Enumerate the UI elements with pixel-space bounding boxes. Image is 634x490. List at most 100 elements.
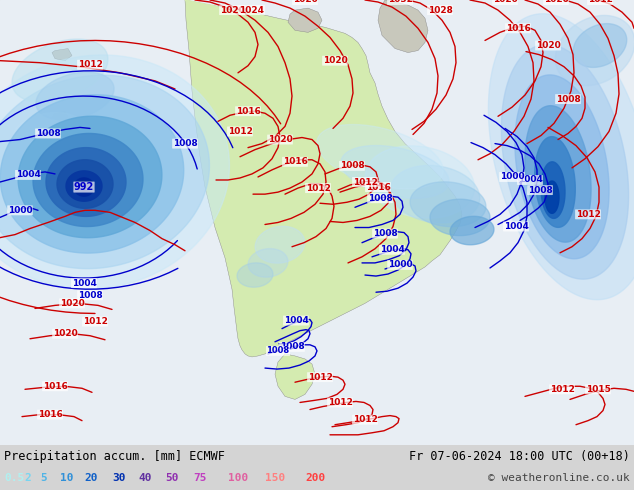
Polygon shape [430,199,490,236]
Text: 1012: 1012 [328,398,353,407]
Polygon shape [52,49,72,61]
Text: 10: 10 [60,473,74,483]
Text: 1020: 1020 [323,56,347,65]
Text: 1016: 1016 [236,107,261,116]
Text: 1008: 1008 [266,346,290,355]
Text: 100: 100 [228,473,249,483]
Text: Precipitation accum. [mm] ECMWF: Precipitation accum. [mm] ECMWF [4,450,225,464]
Text: 1008: 1008 [77,291,102,300]
Polygon shape [534,137,575,227]
Text: 1012: 1012 [576,210,600,219]
Polygon shape [46,147,126,217]
Text: 1004: 1004 [380,245,404,254]
Polygon shape [525,106,591,242]
Text: 1012: 1012 [307,373,332,382]
Polygon shape [13,113,82,150]
Polygon shape [237,263,273,287]
Polygon shape [185,0,230,24]
Text: © weatheronline.co.uk: © weatheronline.co.uk [488,473,630,483]
Text: 1012: 1012 [588,0,612,4]
Text: 1004: 1004 [503,222,528,231]
Text: 1012: 1012 [306,184,330,193]
Polygon shape [573,24,627,68]
Polygon shape [74,178,94,196]
Text: 50: 50 [165,473,179,483]
Text: 1004: 1004 [517,175,543,185]
Polygon shape [275,354,315,399]
Text: 1016: 1016 [42,382,67,391]
Polygon shape [52,111,68,122]
Text: 1008: 1008 [373,229,398,238]
Text: 1000: 1000 [8,206,32,215]
Text: 1016: 1016 [283,157,307,166]
Text: 1012: 1012 [77,60,103,69]
Text: 1012: 1012 [550,385,574,394]
Text: 1008: 1008 [368,194,392,203]
Polygon shape [365,146,474,218]
Polygon shape [248,248,288,277]
Polygon shape [317,124,443,189]
Text: 1012: 1012 [353,415,377,424]
Polygon shape [57,160,113,208]
Text: 1008: 1008 [280,343,304,351]
Polygon shape [541,162,565,219]
Polygon shape [0,55,230,289]
Polygon shape [66,171,102,201]
Text: 0.5: 0.5 [4,473,24,483]
Text: 1004: 1004 [72,279,96,288]
Polygon shape [36,72,114,120]
Text: 20: 20 [84,473,98,483]
Text: 1016: 1016 [366,183,391,192]
Polygon shape [33,133,143,226]
Text: 992: 992 [74,182,94,192]
Text: 1008: 1008 [36,129,60,138]
Polygon shape [185,0,462,357]
Text: 1012: 1012 [228,127,252,136]
Text: 1012: 1012 [353,177,377,187]
Text: 2: 2 [24,473,31,483]
Polygon shape [0,95,184,253]
Polygon shape [341,146,449,198]
Text: 1020: 1020 [53,329,77,338]
Polygon shape [555,15,634,86]
Polygon shape [450,216,494,245]
Text: 1000: 1000 [387,260,412,270]
Polygon shape [515,75,609,259]
Text: 1016: 1016 [37,410,62,419]
Text: 1024: 1024 [240,5,264,15]
Text: 1004: 1004 [16,171,41,179]
Text: Fr 07-06-2024 18:00 UTC (00+18): Fr 07-06-2024 18:00 UTC (00+18) [409,450,630,464]
Text: 1008: 1008 [527,186,552,195]
Text: 1020: 1020 [268,135,292,144]
Text: 40: 40 [138,473,152,483]
Polygon shape [410,182,486,227]
Polygon shape [391,166,480,223]
Text: 1012: 1012 [82,317,107,326]
Text: 1016: 1016 [505,24,531,33]
Text: 1000: 1000 [500,172,524,181]
Polygon shape [0,75,209,269]
Polygon shape [288,8,322,32]
Polygon shape [256,226,305,263]
Text: 1020: 1020 [536,41,560,50]
Text: 1008: 1008 [172,139,197,148]
Text: 1028: 1028 [427,5,453,15]
Polygon shape [12,39,108,102]
Polygon shape [545,181,559,213]
Text: 200: 200 [305,473,325,483]
Text: 1020: 1020 [60,299,84,308]
Polygon shape [501,45,628,279]
Text: 1020: 1020 [543,0,568,4]
Text: 1032: 1032 [387,0,413,4]
Text: 75: 75 [193,473,207,483]
Polygon shape [488,14,634,300]
Text: 1008: 1008 [340,161,365,171]
Polygon shape [79,183,89,191]
Text: 1004: 1004 [283,316,308,325]
Text: 1020: 1020 [293,0,318,4]
Text: 1020: 1020 [219,5,244,15]
Polygon shape [18,116,162,238]
Text: 1008: 1008 [555,95,580,103]
Text: 1020: 1020 [493,0,517,4]
Text: 5: 5 [40,473,47,483]
